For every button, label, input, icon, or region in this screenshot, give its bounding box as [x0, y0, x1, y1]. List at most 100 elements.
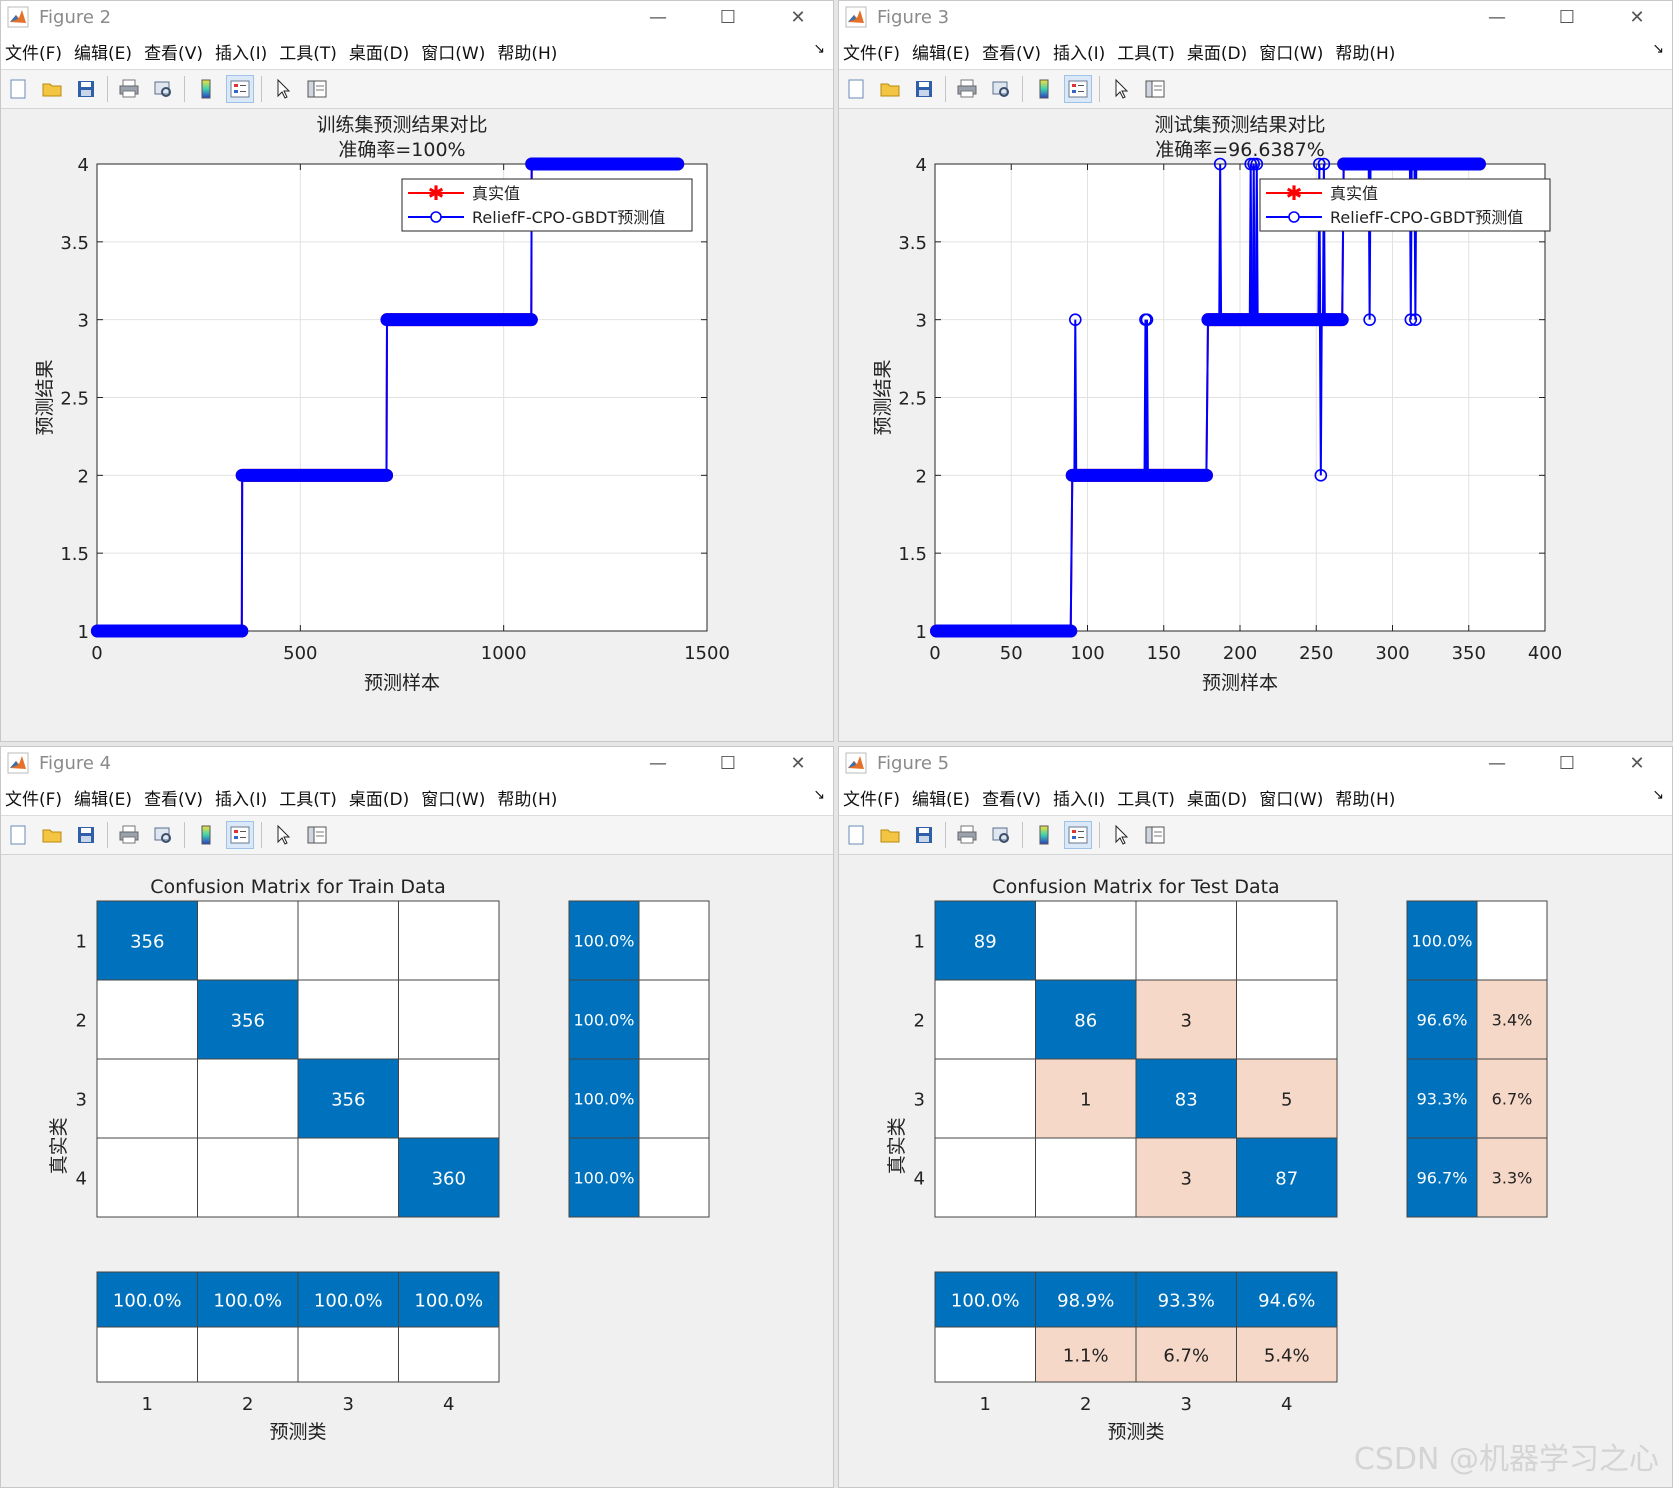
- save-button[interactable]: [72, 75, 100, 103]
- print-button[interactable]: [115, 75, 143, 103]
- open-file-button[interactable]: [38, 821, 66, 849]
- menu-window[interactable]: 窗口(W): [421, 43, 486, 64]
- legend-button[interactable]: [1064, 821, 1092, 849]
- figure-window-2[interactable]: Figure 2 — ☐ ✕ 文件(F) 编辑(E) 查看(V) 插入(I) 工…: [0, 0, 834, 742]
- menu-file[interactable]: 文件(F): [5, 789, 63, 810]
- close-button[interactable]: ✕: [1629, 6, 1645, 28]
- menu-window[interactable]: 窗口(W): [1259, 789, 1324, 810]
- menu-help[interactable]: 帮助(H): [497, 43, 558, 64]
- maximize-button[interactable]: ☐: [1558, 6, 1576, 28]
- line-chart[interactable]: 0 50 100 150 200 250 300 350 400 1 1.5 2 2.5 3 3.5 4 测试集…: [839, 109, 1673, 742]
- maximize-button[interactable]: ☐: [719, 752, 737, 774]
- close-button[interactable]: ✕: [790, 6, 806, 28]
- menu-window[interactable]: 窗口(W): [421, 789, 486, 810]
- dock-figure-button[interactable]: ↘: [1652, 41, 1664, 57]
- menu-view[interactable]: 查看(V): [982, 43, 1041, 64]
- figure-window-4[interactable]: Figure 4 — ☐ ✕ 文件(F) 编辑(E) 查看(V) 插入(I) 工…: [0, 746, 834, 1488]
- figure-canvas[interactable]: Confusion Matrix for Train Data 356 1 100.0…: [1, 855, 833, 1487]
- pointer-button[interactable]: [269, 75, 297, 103]
- figure-window-5[interactable]: Figure 5 — ☐ ✕ 文件(F) 编辑(E) 查看(V) 插入(I) 工…: [838, 746, 1673, 1488]
- menu-tools[interactable]: 工具(T): [1117, 789, 1175, 810]
- menu-file[interactable]: 文件(F): [5, 43, 63, 64]
- save-button[interactable]: [910, 75, 938, 103]
- menu-file[interactable]: 文件(F): [843, 789, 901, 810]
- maximize-button[interactable]: ☐: [1558, 752, 1576, 774]
- menu-help[interactable]: 帮助(H): [1335, 789, 1396, 810]
- property-editor-button[interactable]: [1141, 75, 1169, 103]
- menu-insert[interactable]: 插入(I): [214, 43, 268, 64]
- property-editor-button[interactable]: [303, 75, 331, 103]
- print-preview-button[interactable]: [149, 75, 177, 103]
- menu-file[interactable]: 文件(F): [843, 43, 901, 64]
- colorbar-button[interactable]: [1030, 821, 1058, 849]
- menu-view[interactable]: 查看(V): [144, 789, 203, 810]
- menu-desktop[interactable]: 桌面(D): [348, 789, 410, 810]
- menu-desktop[interactable]: 桌面(D): [1186, 43, 1248, 64]
- dock-figure-button[interactable]: ↘: [1652, 787, 1664, 803]
- menu-edit[interactable]: 编辑(E): [74, 789, 133, 810]
- close-button[interactable]: ✕: [1629, 752, 1645, 774]
- menu-edit[interactable]: 编辑(E): [74, 43, 133, 64]
- print-button[interactable]: [953, 75, 981, 103]
- figure-window-3[interactable]: Figure 3 — ☐ ✕ 文件(F) 编辑(E) 查看(V) 插入(I) 工…: [838, 0, 1673, 742]
- figure-canvas[interactable]: 0 50 100 150 200 250 300 350 400 1 1.5 2 2.5 3 3.5 4 测试集…: [839, 109, 1672, 741]
- open-file-button[interactable]: [876, 821, 904, 849]
- line-chart[interactable]: 0 500 1000 1500 1 1.5 2 2.5 3 3.5 4 训练集预测结果对比准确率=10…: [1, 109, 834, 742]
- minimize-button[interactable]: —: [649, 752, 667, 774]
- legend-button[interactable]: [226, 75, 254, 103]
- property-editor-button[interactable]: [1141, 821, 1169, 849]
- new-figure-button[interactable]: [842, 75, 870, 103]
- colorbar-button[interactable]: [1030, 75, 1058, 103]
- menu-desktop[interactable]: 桌面(D): [1186, 789, 1248, 810]
- title-bar[interactable]: Figure 4 — ☐ ✕: [1, 747, 833, 779]
- title-bar[interactable]: Figure 5 — ☐ ✕: [839, 747, 1672, 779]
- title-bar[interactable]: Figure 3 — ☐ ✕: [839, 1, 1672, 33]
- property-editor-button[interactable]: [303, 821, 331, 849]
- colorbar-button[interactable]: [192, 75, 220, 103]
- minimize-button[interactable]: —: [1488, 6, 1506, 28]
- legend[interactable]: ✱ 真实值 ReliefF-CPO-GBDT预测值: [1259, 178, 1551, 232]
- confusion-matrix-chart[interactable]: Confusion Matrix for Train Data 356 1 100.0…: [1, 855, 834, 1488]
- maximize-button[interactable]: ☐: [719, 6, 737, 28]
- menu-tools[interactable]: 工具(T): [279, 43, 337, 64]
- new-figure-button[interactable]: [4, 75, 32, 103]
- pointer-button[interactable]: [1107, 75, 1135, 103]
- menu-insert[interactable]: 插入(I): [1052, 789, 1106, 810]
- figure-canvas[interactable]: 0 500 1000 1500 1 1.5 2 2.5 3 3.5 4 训练集预测结果对比 准确率=10…: [1, 109, 833, 741]
- new-figure-button[interactable]: [842, 821, 870, 849]
- menu-edit[interactable]: 编辑(E): [912, 789, 971, 810]
- legend-button[interactable]: [1064, 75, 1092, 103]
- menu-view[interactable]: 查看(V): [144, 43, 203, 64]
- minimize-button[interactable]: —: [1488, 752, 1506, 774]
- menu-view[interactable]: 查看(V): [982, 789, 1041, 810]
- figure-canvas[interactable]: Confusion Matrix for Test Data 89 1 100.0% 8…: [839, 855, 1672, 1487]
- menu-tools[interactable]: 工具(T): [279, 789, 337, 810]
- legend-button[interactable]: [226, 821, 254, 849]
- open-file-button[interactable]: [38, 75, 66, 103]
- open-file-button[interactable]: [876, 75, 904, 103]
- menu-tools[interactable]: 工具(T): [1117, 43, 1175, 64]
- print-preview-button[interactable]: [987, 821, 1015, 849]
- menu-window[interactable]: 窗口(W): [1259, 43, 1324, 64]
- print-preview-button[interactable]: [987, 75, 1015, 103]
- menu-edit[interactable]: 编辑(E): [912, 43, 971, 64]
- close-button[interactable]: ✕: [790, 752, 806, 774]
- menu-help[interactable]: 帮助(H): [1335, 43, 1396, 64]
- pointer-button[interactable]: [1107, 821, 1135, 849]
- menu-desktop[interactable]: 桌面(D): [348, 43, 410, 64]
- save-button[interactable]: [910, 821, 938, 849]
- new-figure-button[interactable]: [4, 821, 32, 849]
- dock-figure-button[interactable]: ↘: [813, 787, 825, 803]
- print-button[interactable]: [953, 821, 981, 849]
- save-button[interactable]: [72, 821, 100, 849]
- minimize-button[interactable]: —: [649, 6, 667, 28]
- dock-figure-button[interactable]: ↘: [813, 41, 825, 57]
- legend[interactable]: ✱ 真实值 ReliefF-CPO-GBDT预测值: [401, 178, 693, 232]
- menu-help[interactable]: 帮助(H): [497, 789, 558, 810]
- confusion-matrix-chart[interactable]: Confusion Matrix for Test Data 89 1 100.0% 8…: [839, 855, 1673, 1488]
- colorbar-button[interactable]: [192, 821, 220, 849]
- print-preview-button[interactable]: [149, 821, 177, 849]
- menu-insert[interactable]: 插入(I): [1052, 43, 1106, 64]
- title-bar[interactable]: Figure 2 — ☐ ✕: [1, 1, 833, 33]
- print-button[interactable]: [115, 821, 143, 849]
